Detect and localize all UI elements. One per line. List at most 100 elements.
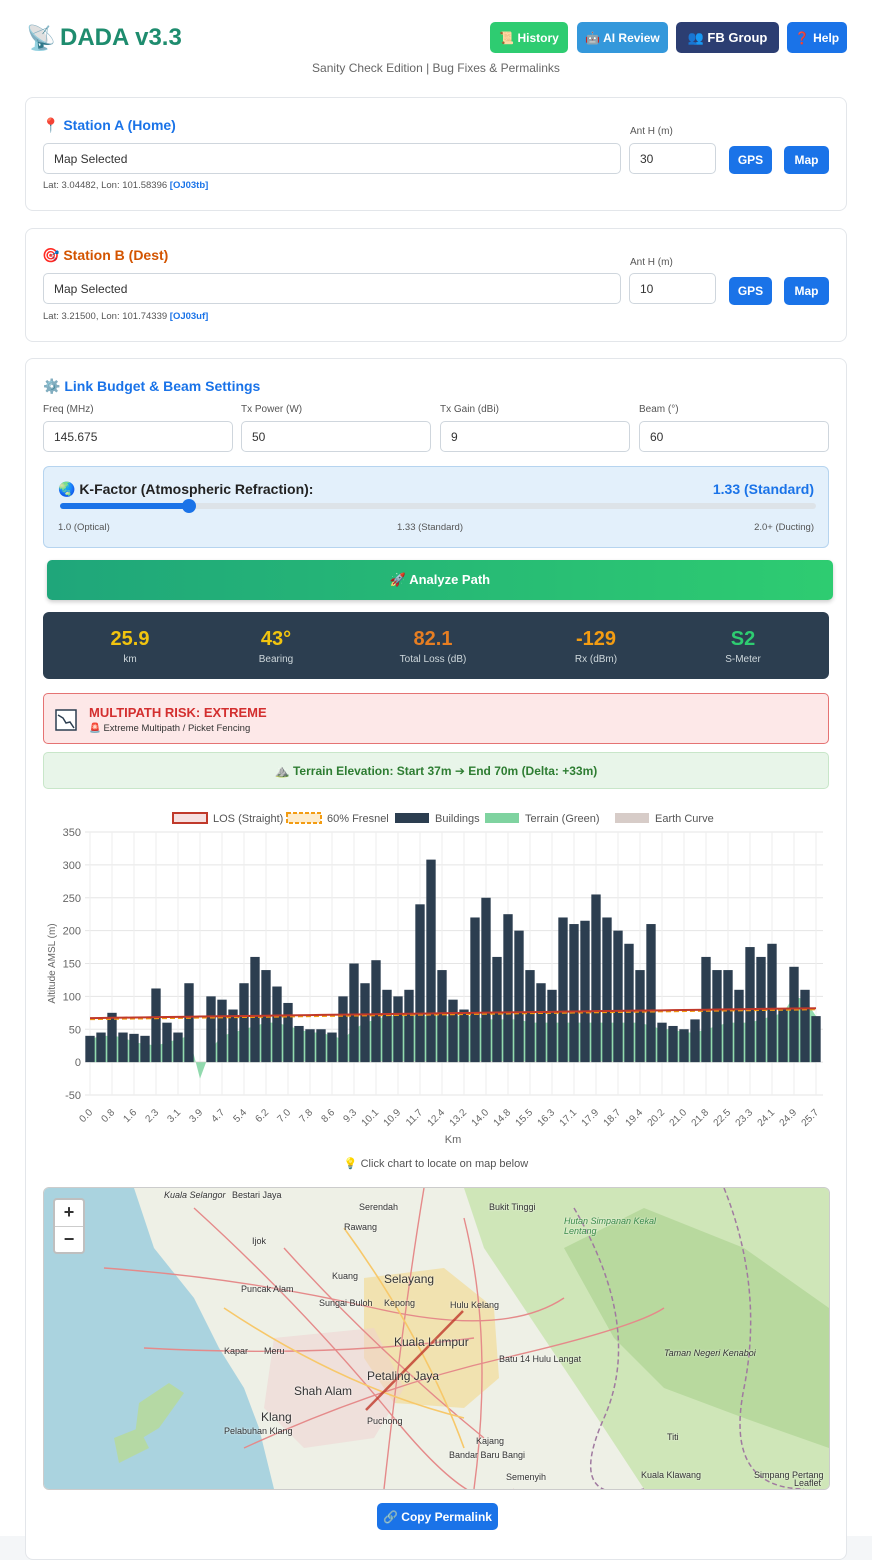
gps-button[interactable]: GPS <box>729 146 772 174</box>
field-label: Beam (°) <box>639 404 679 415</box>
locator: [OJ03uf] <box>169 311 209 322</box>
bar <box>778 1009 788 1063</box>
stat-value: 25.9 <box>110 628 150 650</box>
slider-thumb[interactable] <box>182 499 196 513</box>
bar <box>96 1032 106 1063</box>
map[interactable]: + − Kuala Selangor Bestari Jaya Serendah Bu… <box>43 1187 830 1490</box>
stat-value: 82.1 <box>413 628 453 650</box>
map-label: Pelabuhan Klang <box>224 1426 293 1436</box>
locator: [OJ03tb] <box>169 180 209 191</box>
bar <box>800 989 810 1063</box>
bar <box>338 996 348 1063</box>
map-label: Selayang <box>384 1272 435 1286</box>
bar <box>734 989 744 1063</box>
chart-hint: 💡 Click chart to locate on map below <box>343 1158 529 1170</box>
bar <box>294 1025 304 1063</box>
legend-swatch <box>615 813 649 823</box>
bar <box>404 989 414 1063</box>
copy-permalink-button[interactable]: 🔗 Copy Permalink <box>377 1503 498 1530</box>
stat-value: -129 <box>575 628 617 650</box>
coords-text: Lat: 3.04482, Lon: 101.58396 <box>43 180 168 191</box>
legend-label: LOS (Straight) <box>213 813 283 825</box>
zoom-out[interactable]: − <box>55 1226 83 1252</box>
map-label: Bestari Jaya <box>232 1190 282 1200</box>
map-label: Puchong <box>367 1416 403 1426</box>
bar <box>305 1029 315 1063</box>
legend-label: Buildings <box>435 813 480 825</box>
legend-swatch <box>172 812 208 824</box>
x-tick-label: 6.2 <box>254 1107 272 1125</box>
bar <box>690 1019 700 1063</box>
map-button[interactable]: Map <box>784 277 829 305</box>
bar <box>679 1029 689 1063</box>
bar <box>613 930 623 1063</box>
map-label: Kepong <box>384 1298 416 1308</box>
bar <box>712 970 722 1063</box>
profile-chart[interactable]: -50 0 50 100 150 200 250 300 350 0.0 0.8 1.6 2.3 3.1 3… <box>25 800 847 1155</box>
map-label: Serendah <box>359 1202 399 1212</box>
x-tick-label: 16.3 <box>536 1107 558 1129</box>
fb-group-button[interactable]: 👥 FB Group <box>676 22 779 53</box>
bar <box>789 966 799 1063</box>
help-button[interactable]: ❓ Help <box>787 22 847 53</box>
bar <box>85 1035 95 1063</box>
x-tick-label: 0.0 <box>78 1107 96 1125</box>
bar <box>327 1032 337 1063</box>
station-b-name[interactable]: Map Selected <box>43 273 621 304</box>
ai-review-button[interactable]: 🤖 AI Review <box>577 22 668 53</box>
x-tick-label: 10.1 <box>360 1107 382 1129</box>
bar <box>514 930 524 1063</box>
x-tick-label: 11.7 <box>404 1107 425 1128</box>
y-tick-label: 150 <box>63 959 81 971</box>
x-tick-label: 9.3 <box>342 1107 360 1125</box>
map-label: Bukit Tinggi <box>489 1202 536 1212</box>
map-label: Kuala Selangor <box>164 1190 226 1200</box>
stat-label: Total Loss (dB) <box>399 654 467 665</box>
y-tick-label: 250 <box>63 893 81 905</box>
x-tick-label: 3.9 <box>188 1107 206 1125</box>
bar <box>426 859 436 1063</box>
legend-label: Terrain (Green) <box>525 813 600 825</box>
x-tick-label: 4.7 <box>210 1107 228 1125</box>
history-button[interactable]: 📜 History <box>490 22 568 53</box>
bar <box>591 894 601 1063</box>
zoom-in[interactable]: + <box>63 1202 75 1222</box>
map-label: Kuala Lumpur <box>394 1335 469 1349</box>
bar <box>129 1033 139 1063</box>
map-label: Sungai Buloh <box>319 1298 373 1308</box>
bar <box>415 904 425 1063</box>
map-label: Taman Negeri Kenaboi <box>664 1348 756 1358</box>
y-tick-label: 100 <box>63 991 81 1003</box>
map-button[interactable]: Map <box>784 146 829 174</box>
bar <box>558 917 568 1063</box>
x-tick-label: 2.3 <box>144 1107 162 1125</box>
bar <box>206 996 216 1063</box>
bar <box>767 943 777 1063</box>
bar <box>536 983 546 1063</box>
field-input[interactable]: 60 <box>639 421 829 452</box>
gps-button[interactable]: GPS <box>729 277 772 305</box>
subtitle: Sanity Check Edition | Bug Fixes & Perma… <box>312 61 560 75</box>
map-label: Batu 14 Hulu Langat <box>499 1354 582 1364</box>
y-tick-label: -50 <box>65 1090 81 1102</box>
legend-label: Earth Curve <box>655 813 714 825</box>
stat-label: km <box>123 654 137 665</box>
x-tick-label: 17.9 <box>580 1107 602 1129</box>
field-input[interactable]: 50 <box>241 421 431 452</box>
bar <box>239 983 249 1063</box>
stat-label: Rx (dBm) <box>574 654 618 665</box>
kfactor-title: 🌏 K-Factor (Atmospheric Refraction): <box>58 481 314 497</box>
x-tick-label: 7.8 <box>298 1107 316 1125</box>
station-a-ant[interactable]: 30 <box>629 143 716 174</box>
analyze-button[interactable]: 🚀 Analyze Path <box>47 560 833 600</box>
station-a-name[interactable]: Map Selected <box>43 143 621 174</box>
coords: Lat: 3.04482, Lon: 101.58396 [OJ03tb] <box>43 180 208 191</box>
bar <box>448 999 458 1063</box>
field-input[interactable]: 9 <box>440 421 630 452</box>
map-label: Puncak Alam <box>241 1284 294 1294</box>
slider-track[interactable] <box>60 503 816 509</box>
field-input[interactable]: 145.675 <box>43 421 233 452</box>
y-tick-label: 350 <box>63 827 81 839</box>
map-label: Rawang <box>344 1222 378 1232</box>
station-b-ant[interactable]: 10 <box>629 273 716 304</box>
